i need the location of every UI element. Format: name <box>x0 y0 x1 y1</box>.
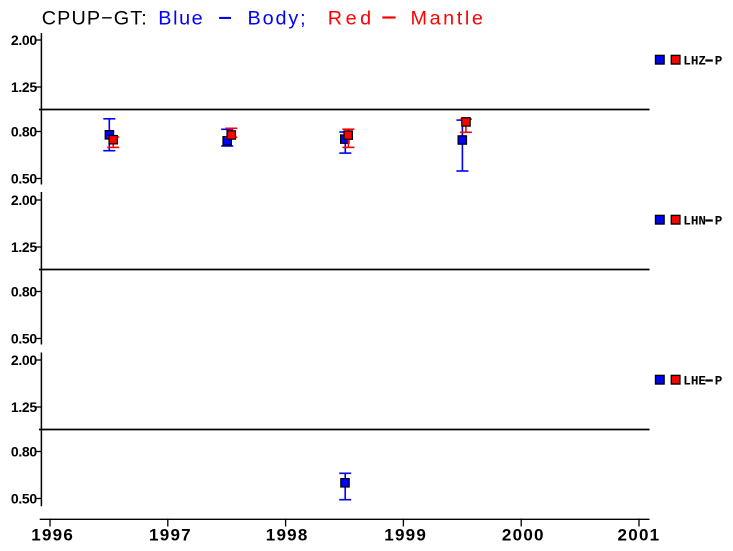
svg-text:2.00: 2.00 <box>11 192 38 208</box>
svg-text:LHN: LHN <box>683 215 706 229</box>
svg-text:1999: 1999 <box>384 526 427 545</box>
svg-text:CPUP−GT:: CPUP−GT: <box>42 7 148 29</box>
svg-text:1.25: 1.25 <box>11 399 38 415</box>
svg-text:2.00: 2.00 <box>11 352 38 368</box>
svg-text:0.50: 0.50 <box>11 491 38 507</box>
svg-text:0.50: 0.50 <box>11 171 38 187</box>
svg-text:P: P <box>715 215 723 229</box>
svg-text:LHZ: LHZ <box>683 55 706 69</box>
svg-text:0.80: 0.80 <box>11 444 38 460</box>
svg-text:P: P <box>715 375 723 389</box>
svg-text:2.00: 2.00 <box>11 32 38 48</box>
svg-text:0.80: 0.80 <box>11 124 38 140</box>
svg-text:1.25: 1.25 <box>11 239 38 255</box>
svg-text:2001: 2001 <box>618 526 661 545</box>
svg-text:Mantle: Mantle <box>411 7 486 29</box>
svg-text:0.50: 0.50 <box>11 331 38 347</box>
svg-text:Body;: Body; <box>248 7 308 29</box>
svg-text:1996: 1996 <box>31 526 74 545</box>
svg-text:LHE: LHE <box>683 375 706 389</box>
svg-text:1998: 1998 <box>266 526 309 545</box>
svg-text:2000: 2000 <box>502 526 545 545</box>
svg-text:1997: 1997 <box>149 526 192 545</box>
svg-text:0.80: 0.80 <box>11 284 38 300</box>
svg-text:Red: Red <box>328 7 375 29</box>
svg-text:P: P <box>715 55 723 69</box>
svg-text:Blue: Blue <box>158 7 204 29</box>
svg-text:1.25: 1.25 <box>11 79 38 95</box>
